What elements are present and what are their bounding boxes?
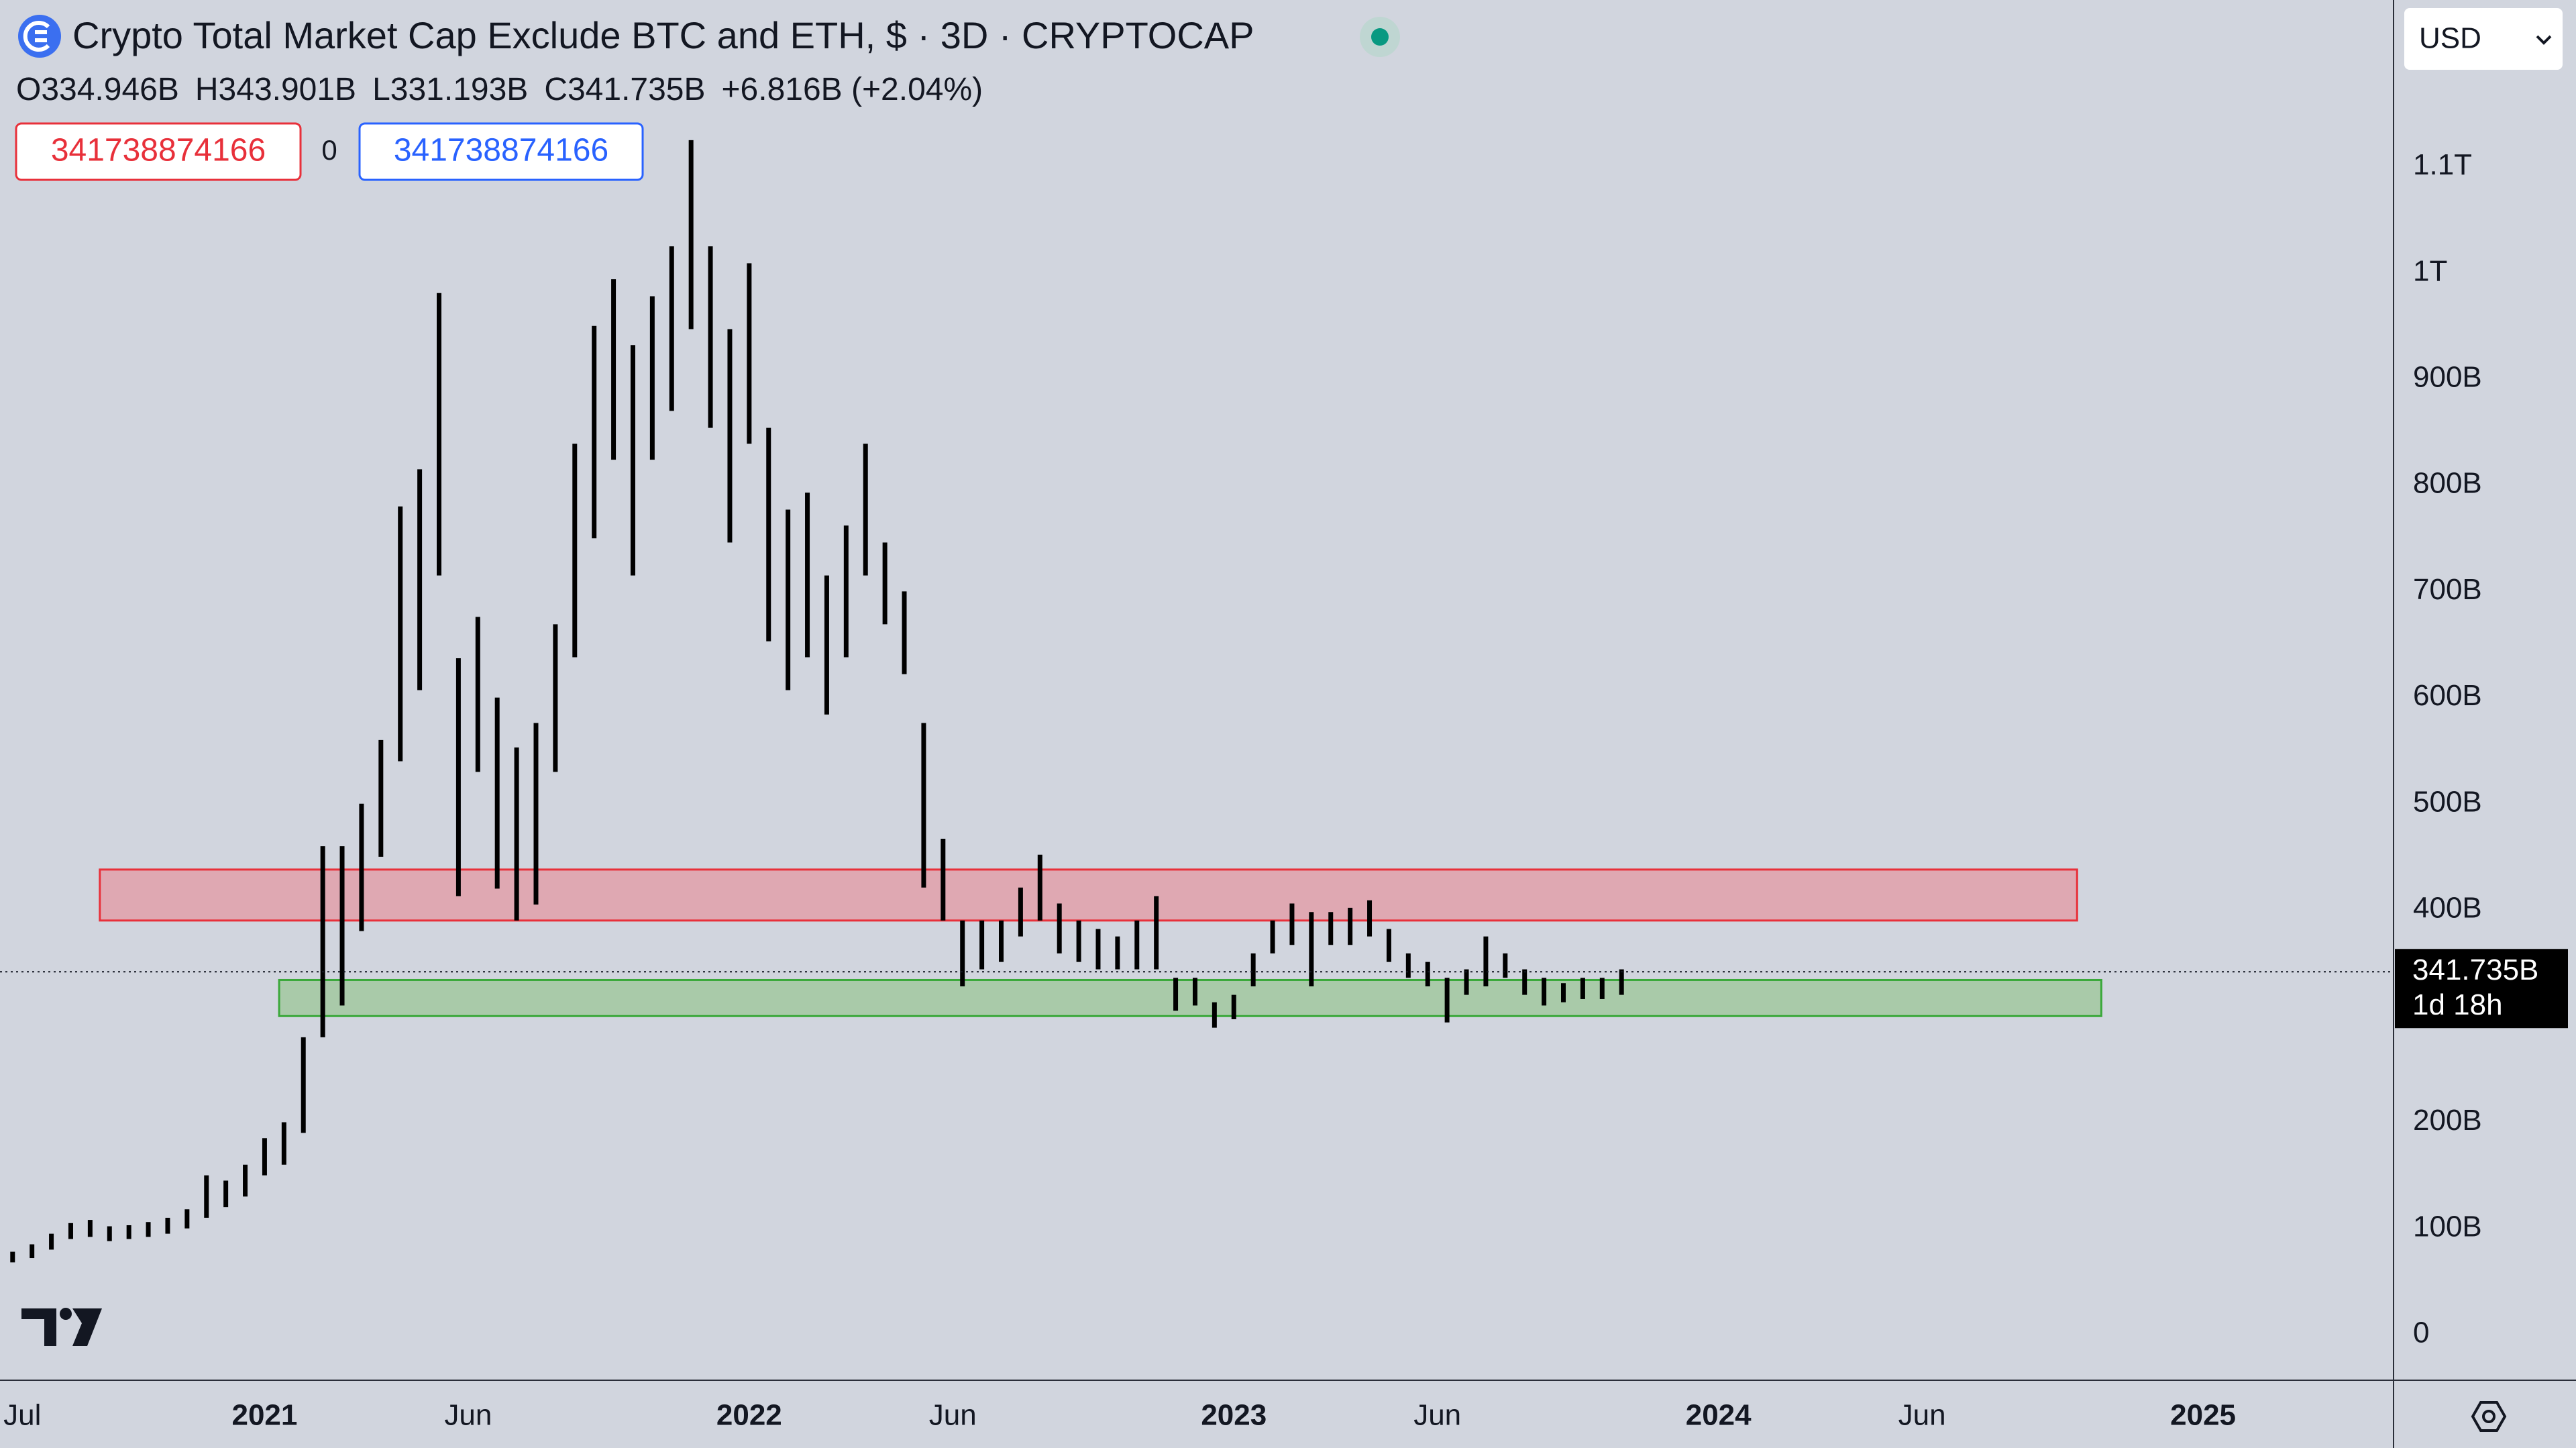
zone xyxy=(278,978,2102,1017)
ohlc-value: 334.946B xyxy=(41,72,179,107)
sell-price: 341738874166 xyxy=(51,133,266,168)
ohlc-key: O xyxy=(16,72,41,107)
last-price-label: 341.735B xyxy=(2412,953,2538,986)
y-tick-label: 700B xyxy=(2413,573,2482,606)
x-tick-label: 2021 xyxy=(231,1399,297,1432)
chart-title: Crypto Total Market Cap Exclude BTC and … xyxy=(72,14,1254,56)
buy-price: 341738874166 xyxy=(394,133,608,168)
y-tick-label: 600B xyxy=(2413,679,2482,712)
x-tick-label: 2025 xyxy=(2170,1399,2236,1432)
y-tick-label: 1T xyxy=(2413,254,2447,287)
buy-button[interactable] xyxy=(358,122,644,181)
currency-label: USD xyxy=(2419,22,2481,55)
plot-area xyxy=(0,140,2394,1263)
spread: 0 xyxy=(321,134,337,166)
countdown-label: 1d 18h xyxy=(2412,988,2503,1021)
currency-select[interactable] xyxy=(2404,8,2563,70)
x-tick-label: Jun xyxy=(444,1399,492,1432)
y-tick-label: 200B xyxy=(2413,1104,2482,1137)
tv-logo-part xyxy=(21,1308,56,1346)
status-dot xyxy=(1371,28,1389,46)
y-tick-label: 0 xyxy=(2413,1316,2429,1349)
x-tick-label: Jul xyxy=(3,1399,41,1432)
y-tick-label: 800B xyxy=(2413,467,2482,500)
sell-button[interactable] xyxy=(15,122,302,181)
x-tick-label: 2024 xyxy=(1686,1399,1752,1432)
tv-logo-part xyxy=(60,1308,72,1320)
x-tick-label: Jun xyxy=(1898,1399,1946,1432)
ohlc-key: H xyxy=(195,72,219,107)
ohlc-value: 331.193B xyxy=(390,72,529,107)
tv-logo-part xyxy=(72,1308,102,1346)
ohlc-value: 341.735B xyxy=(568,72,706,107)
symbol-icon-glyph xyxy=(23,21,50,52)
y-tick-label: 500B xyxy=(2413,785,2482,818)
y-tick-label: 1.1T xyxy=(2413,148,2472,181)
ohlc-change: +6.816B (+2.04%) xyxy=(722,72,983,107)
tv-logo xyxy=(21,1308,102,1346)
ohlc-key: L xyxy=(372,72,390,107)
y-tick-label: 900B xyxy=(2413,361,2482,394)
x-tick-label: Jun xyxy=(929,1399,977,1432)
x-tick-label: 2023 xyxy=(1201,1399,1267,1432)
y-tick-label: 100B xyxy=(2413,1210,2482,1243)
settings-icon xyxy=(2471,1401,2507,1432)
settings-icon xyxy=(2482,1410,2496,1423)
zone xyxy=(99,868,2078,922)
currency-chevron xyxy=(2536,35,2552,45)
x-tick-label: Jun xyxy=(1413,1399,1461,1432)
settings-button[interactable] xyxy=(2471,1401,2507,1432)
ohlc-value: 343.901B xyxy=(219,72,357,107)
last-price-box xyxy=(2395,949,2568,1029)
ohlc-row: O334.946B H343.901B L331.193B C341.735B +6.8… xyxy=(16,72,983,107)
y-tick-label: 400B xyxy=(2413,892,2482,925)
ohlc-key: C xyxy=(544,72,568,107)
x-tick-label: 2022 xyxy=(716,1399,782,1432)
